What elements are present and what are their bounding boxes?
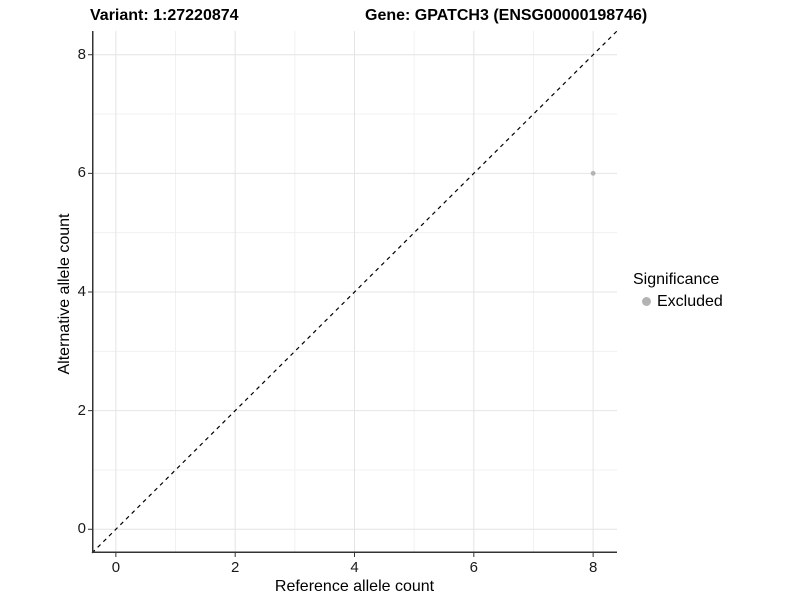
- x-tick-label: 8: [588, 559, 598, 576]
- y-tick-label: 4: [77, 283, 86, 300]
- legend-point-icon: [642, 297, 651, 306]
- x-tick-label: 6: [469, 559, 478, 576]
- legend-item-label: Excluded: [657, 292, 723, 310]
- plot-panel: [88, 30, 618, 557]
- legend: Significance Excluded: [631, 270, 761, 310]
- x-tick-label: 2: [231, 559, 240, 576]
- x-tick-label: 4: [350, 559, 359, 576]
- y-tick-label: 6: [77, 164, 86, 182]
- plot-title-gene: Gene: GPATCH3 (ENSG00000198746): [365, 7, 648, 24]
- legend-item-excluded: Excluded: [631, 293, 761, 310]
- legend-title: Significance: [633, 271, 720, 288]
- y-tick-label: 8: [77, 45, 86, 63]
- y-tick-label: 0: [77, 520, 86, 538]
- data-point: [590, 170, 596, 176]
- y-tick-label: 2: [77, 401, 86, 419]
- x-axis-title: Reference allele count: [274, 578, 435, 595]
- identity-dashed-line: [91, 30, 618, 554]
- plot-title-variant: Variant: 1:27220874: [90, 7, 239, 24]
- x-tick-label: 0: [111, 559, 121, 576]
- y-axis-title: Alternative allele count: [56, 213, 73, 375]
